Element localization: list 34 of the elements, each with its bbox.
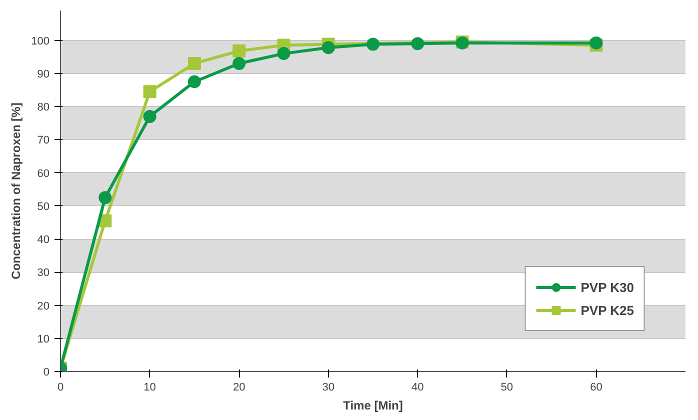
- point: [277, 47, 290, 60]
- y-tick-label: 80: [37, 102, 50, 114]
- point: [322, 41, 335, 54]
- x-tick-label: 40: [412, 382, 424, 394]
- y-tick-label: 60: [37, 168, 50, 180]
- y-tick-label: 0: [43, 366, 50, 378]
- x-tick-label: 0: [57, 382, 64, 394]
- legend-label: PVP K30: [580, 280, 634, 294]
- x-axis-title: Time [Min]: [343, 398, 403, 412]
- y-tick-label: 20: [37, 300, 50, 312]
- y-tick-label: 10: [37, 333, 50, 346]
- y-tick-label: 40: [37, 234, 50, 246]
- point: [366, 38, 380, 51]
- y-tick-label: 50: [37, 200, 50, 213]
- x-tick-label: 10: [144, 382, 156, 394]
- point: [411, 37, 424, 50]
- point: [188, 75, 201, 88]
- point: [232, 44, 246, 58]
- legend-label: PVP K25: [580, 302, 634, 318]
- x-tick-label: 20: [232, 382, 246, 394]
- point: [590, 36, 603, 50]
- y-tick-label: 90: [37, 68, 50, 80]
- point: [98, 191, 112, 204]
- y-tick-label: 70: [37, 134, 50, 147]
- y-tick-label: 100: [31, 35, 50, 48]
- x-tick-label: 60: [590, 382, 602, 394]
- y-tick-label: 30: [37, 267, 50, 280]
- point: [232, 57, 246, 70]
- point: [143, 85, 156, 98]
- point: [143, 110, 156, 123]
- x-tick-label: 30: [322, 382, 334, 394]
- y-axis-title: Concentration of Naproxen [%]: [9, 102, 24, 280]
- x-tick-label: 50: [500, 382, 514, 394]
- point: [188, 56, 201, 70]
